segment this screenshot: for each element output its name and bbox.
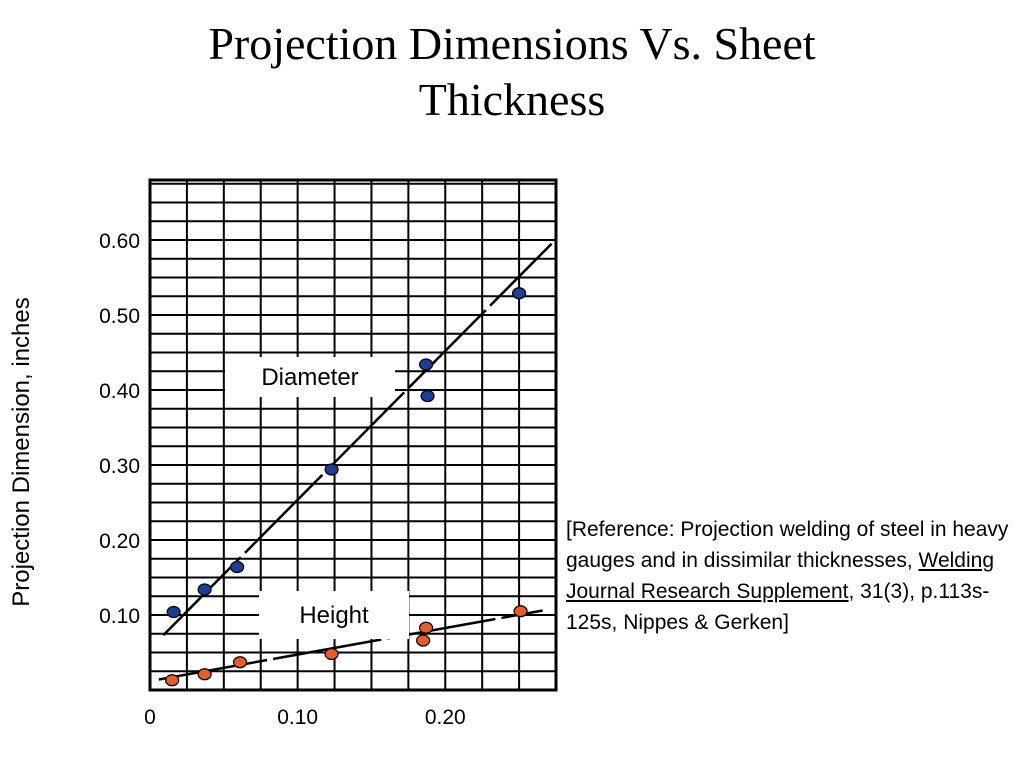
data-point-height (416, 634, 431, 647)
data-point-height (165, 674, 180, 687)
x-tick-label: 0.10 (277, 706, 318, 729)
y-tick-label: 0.20 (99, 530, 140, 553)
slide-title: Projection Dimensions Vs. Sheet Thicknes… (112, 16, 912, 128)
x-tick-labels: 0 0.10 0.20 (144, 706, 466, 729)
y-tick-label: 0.40 (99, 380, 140, 403)
y-tick-label: 0.30 (99, 455, 140, 478)
data-point-diameter (324, 463, 339, 476)
plot-frame (148, 178, 558, 692)
grid (150, 180, 557, 690)
x-tick-label: 0.20 (425, 706, 466, 729)
y-tick-label: 0.50 (99, 305, 140, 328)
y-tick-label: 0.10 (99, 605, 140, 628)
data-point-diameter (230, 560, 245, 574)
data-point-diameter (166, 605, 181, 619)
data-point-height (324, 647, 339, 661)
series-label-box-height (259, 591, 409, 639)
reference-suffix: , 31(3), p.113s-125s, Nippes & Gerken] (566, 580, 990, 634)
y-tick-labels: 0.10 0.20 0.30 0.40 0.50 0.60 (99, 230, 140, 628)
data-point-diameter (511, 287, 527, 300)
reference-prefix: [Reference: Projection welding of steel … (566, 518, 1009, 572)
fit-line-diameter (162, 242, 553, 637)
fit-lines (158, 242, 553, 681)
reference-journal: Welding Journal Research Supplement (566, 549, 995, 603)
y-tick-label: 0.60 (99, 230, 140, 253)
series-label-diameter: Diameter (261, 364, 358, 391)
data-point-height (197, 668, 212, 681)
series-labels: Diameter Height (225, 357, 409, 639)
data-point-diameter (418, 358, 434, 371)
data-point-diameter (420, 389, 435, 403)
data-points (165, 287, 528, 687)
fit-line-height (158, 609, 543, 681)
data-point-diameter (197, 583, 212, 596)
data-point-height (513, 605, 528, 618)
series-label-box-diameter (225, 357, 395, 397)
x-tick-label: 0 (144, 706, 156, 729)
series-label-height: Height (299, 602, 369, 629)
data-point-height (232, 656, 248, 669)
data-point-height (418, 621, 434, 634)
reference-note: [Reference: Projection welding of steel … (566, 514, 1018, 638)
title-line-1: Projection Dimensions Vs. Sheet (208, 18, 816, 69)
title-line-2: Thickness (418, 74, 606, 125)
